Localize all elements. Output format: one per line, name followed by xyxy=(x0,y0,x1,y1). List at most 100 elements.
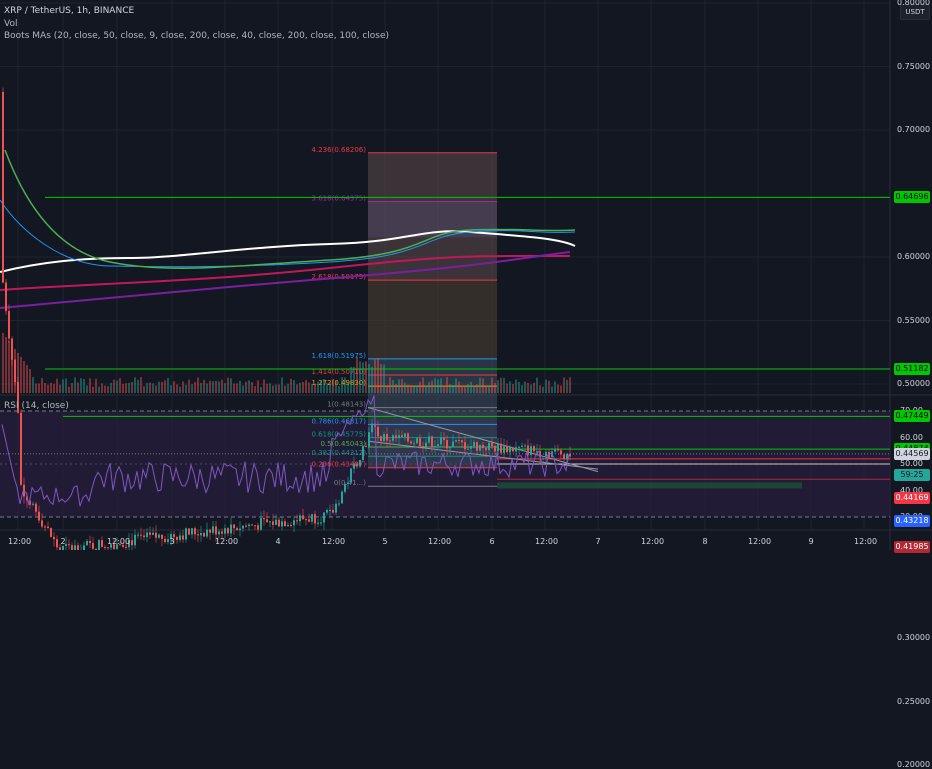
currency-button[interactable]: USDT xyxy=(900,4,930,20)
time-axis-tick: 9 xyxy=(808,537,814,546)
volume-bar xyxy=(383,364,385,393)
time-axis-tick: 7 xyxy=(595,537,601,546)
candle-body xyxy=(215,526,217,535)
volume-bar xyxy=(428,382,430,393)
candle-body xyxy=(269,521,271,523)
volume-bar xyxy=(377,358,379,393)
candle-body xyxy=(146,532,148,538)
price-tag-badge: 0.64696 xyxy=(894,191,930,204)
candle-body xyxy=(308,519,310,522)
volume-bar xyxy=(380,364,382,393)
chart-canvas[interactable]: 4.236(0.68206)3.618(0.64375)2.618(0.5817… xyxy=(0,0,932,550)
candle-body xyxy=(347,482,349,485)
candle-body xyxy=(56,539,58,548)
volume-bar xyxy=(512,384,514,393)
time-axis-tick: 4 xyxy=(275,537,281,546)
candle-body xyxy=(386,434,388,441)
volume-bar xyxy=(488,385,490,393)
volume-bar xyxy=(452,384,454,393)
volume-bar xyxy=(518,381,520,393)
volume-bar xyxy=(17,353,19,393)
volume-bar xyxy=(110,382,112,393)
candle-body xyxy=(170,534,172,540)
candle-body xyxy=(452,441,454,447)
candle-body xyxy=(314,514,316,524)
volume-bar xyxy=(86,385,88,393)
volume-bar xyxy=(521,385,523,393)
volume-bar xyxy=(212,381,214,393)
rsi-axis-tick: 40.00 xyxy=(900,485,923,495)
candle-body xyxy=(338,503,340,505)
volume-bar xyxy=(305,380,307,393)
volume-bar xyxy=(527,382,529,393)
volume-bar xyxy=(542,386,544,393)
candle-body xyxy=(443,437,445,441)
ma-purple xyxy=(0,251,571,309)
volume-bar xyxy=(392,379,394,393)
volume-bar xyxy=(395,384,397,393)
volume-bar xyxy=(200,382,202,393)
candle-body xyxy=(527,445,529,456)
volume-bar xyxy=(203,379,205,393)
candle-body xyxy=(134,534,136,546)
volume-bar xyxy=(170,385,172,393)
candle-body xyxy=(431,436,433,448)
volume-bar xyxy=(446,377,448,393)
volume-bar xyxy=(356,357,358,393)
volume-bar xyxy=(545,379,547,393)
candle-body xyxy=(206,529,208,537)
candle-body xyxy=(137,534,139,536)
candle-body xyxy=(419,438,421,447)
volume-bar xyxy=(209,380,211,393)
volume-bar xyxy=(233,383,235,393)
volume-bar xyxy=(146,383,148,393)
rsi-axis-tick: 60.00 xyxy=(900,432,923,442)
candle-body xyxy=(275,519,277,525)
candle-body xyxy=(350,468,352,483)
candle-body xyxy=(503,446,505,453)
candle-body xyxy=(293,520,295,526)
candle-body xyxy=(542,456,544,458)
rsi-indicator-label[interactable]: RSI (14, close) xyxy=(4,401,69,411)
volume-bar xyxy=(236,383,238,393)
volume-bar xyxy=(293,380,295,393)
volume-bar xyxy=(263,379,265,393)
volume-bar xyxy=(338,386,340,393)
candle-body xyxy=(404,433,406,438)
candle-body xyxy=(29,500,31,505)
volume-bar xyxy=(158,381,160,393)
candle-body xyxy=(554,448,556,452)
volume-bar xyxy=(167,377,169,393)
candle-body xyxy=(332,510,334,513)
time-axis-tick: 6 xyxy=(489,537,495,546)
candle-body xyxy=(128,540,130,548)
candle-body xyxy=(212,526,214,533)
volume-bar xyxy=(464,386,466,393)
candle-body xyxy=(416,438,418,444)
volume-bar xyxy=(74,377,76,393)
volume-bar xyxy=(524,381,526,393)
volume-indicator-label[interactable]: Vol xyxy=(4,19,18,29)
volume-bar xyxy=(278,384,280,393)
symbol-title[interactable]: XRP / TetherUS, 1h, BINANCE xyxy=(4,6,135,16)
volume-bar xyxy=(314,383,316,393)
time-axis-tick: 12:00 xyxy=(322,537,346,546)
candle-body xyxy=(335,503,337,513)
volume-bar xyxy=(329,382,331,393)
volume-bar xyxy=(455,378,457,393)
candle-body xyxy=(467,448,469,450)
volume-bar xyxy=(251,382,253,393)
candle-body xyxy=(458,440,460,442)
price-axis-tick: 0.25000 xyxy=(897,696,931,706)
candle-body xyxy=(125,546,127,548)
volume-bar xyxy=(227,377,229,393)
volume-bar xyxy=(563,377,565,393)
candle-body xyxy=(245,525,247,527)
volume-bar xyxy=(161,381,163,393)
moving-averages-indicator-label[interactable]: Boots MAs (20, close, 50, close, 9, clos… xyxy=(4,31,390,41)
candle-body xyxy=(524,445,526,447)
candle-body xyxy=(17,382,19,413)
candle-body xyxy=(302,515,304,520)
volume-bar xyxy=(65,378,67,393)
